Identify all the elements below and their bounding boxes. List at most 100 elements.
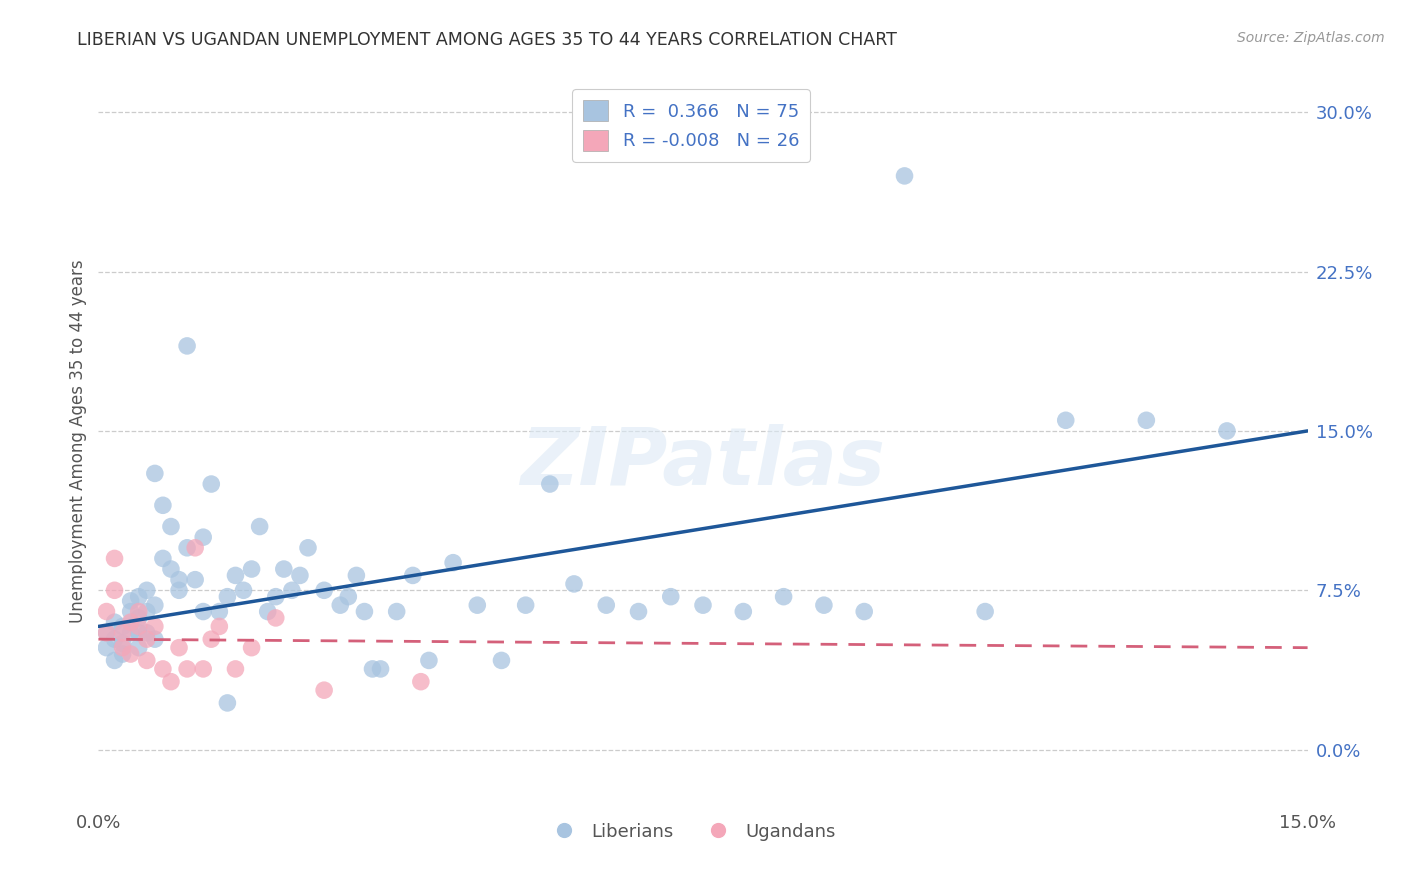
Point xyxy=(418,653,440,667)
Point xyxy=(595,598,617,612)
Point xyxy=(733,605,755,619)
Point xyxy=(1216,424,1239,438)
Point xyxy=(111,619,134,633)
Point xyxy=(184,573,207,587)
Legend: Liberians, Ugandans: Liberians, Ugandans xyxy=(538,815,844,848)
Point xyxy=(143,598,166,612)
Point xyxy=(176,662,198,676)
Point xyxy=(120,625,142,640)
Point xyxy=(103,632,125,647)
Point xyxy=(491,653,513,667)
Point xyxy=(813,598,835,612)
Point xyxy=(515,598,537,612)
Point xyxy=(224,568,246,582)
Point xyxy=(217,696,239,710)
Point xyxy=(200,632,222,647)
Point xyxy=(264,590,287,604)
Point xyxy=(143,619,166,633)
Point xyxy=(111,625,134,640)
Point xyxy=(143,632,166,647)
Point xyxy=(135,632,157,647)
Point xyxy=(361,662,384,676)
Point xyxy=(370,662,392,676)
Point xyxy=(128,605,150,619)
Point xyxy=(224,662,246,676)
Point xyxy=(120,594,142,608)
Point xyxy=(135,653,157,667)
Point xyxy=(96,605,118,619)
Point xyxy=(353,605,375,619)
Point xyxy=(128,611,150,625)
Point xyxy=(264,611,287,625)
Point xyxy=(111,647,134,661)
Point xyxy=(152,662,174,676)
Text: ZIPatlas: ZIPatlas xyxy=(520,425,886,502)
Y-axis label: Unemployment Among Ages 35 to 44 years: Unemployment Among Ages 35 to 44 years xyxy=(69,260,87,624)
Point xyxy=(128,640,150,655)
Point xyxy=(96,625,118,640)
Point xyxy=(193,662,215,676)
Point xyxy=(208,605,231,619)
Point xyxy=(193,605,215,619)
Point xyxy=(385,605,408,619)
Point xyxy=(193,530,215,544)
Point xyxy=(562,577,585,591)
Point xyxy=(337,590,360,604)
Point xyxy=(441,556,464,570)
Point xyxy=(120,605,142,619)
Point xyxy=(167,640,190,655)
Point xyxy=(465,598,488,612)
Point xyxy=(249,519,271,533)
Point xyxy=(217,590,239,604)
Point xyxy=(103,653,125,667)
Point xyxy=(692,598,714,612)
Point xyxy=(409,674,432,689)
Point xyxy=(402,568,425,582)
Point xyxy=(659,590,682,604)
Point xyxy=(232,583,254,598)
Text: Source: ZipAtlas.com: Source: ZipAtlas.com xyxy=(1237,31,1385,45)
Point xyxy=(120,647,142,661)
Point xyxy=(297,541,319,555)
Point xyxy=(128,625,150,640)
Point xyxy=(103,551,125,566)
Point xyxy=(111,636,134,650)
Point xyxy=(143,467,166,481)
Point xyxy=(152,498,174,512)
Point xyxy=(1135,413,1157,427)
Point xyxy=(160,674,183,689)
Point xyxy=(128,619,150,633)
Point xyxy=(627,605,650,619)
Point xyxy=(1054,413,1077,427)
Point xyxy=(538,477,561,491)
Point xyxy=(152,551,174,566)
Point xyxy=(160,562,183,576)
Point xyxy=(96,625,118,640)
Point xyxy=(974,605,997,619)
Point xyxy=(772,590,794,604)
Point xyxy=(135,605,157,619)
Point xyxy=(208,619,231,633)
Point xyxy=(128,590,150,604)
Point xyxy=(176,339,198,353)
Point xyxy=(240,562,263,576)
Point xyxy=(167,573,190,587)
Point xyxy=(256,605,278,619)
Point xyxy=(344,568,367,582)
Point xyxy=(200,477,222,491)
Point xyxy=(120,615,142,630)
Point xyxy=(329,598,352,612)
Point xyxy=(281,583,304,598)
Point xyxy=(167,583,190,598)
Point xyxy=(273,562,295,576)
Point xyxy=(314,683,336,698)
Point xyxy=(103,615,125,630)
Point xyxy=(240,640,263,655)
Point xyxy=(288,568,311,582)
Point xyxy=(314,583,336,598)
Text: LIBERIAN VS UGANDAN UNEMPLOYMENT AMONG AGES 35 TO 44 YEARS CORRELATION CHART: LIBERIAN VS UGANDAN UNEMPLOYMENT AMONG A… xyxy=(77,31,897,49)
Point xyxy=(96,640,118,655)
Point xyxy=(160,519,183,533)
Point xyxy=(853,605,876,619)
Point xyxy=(103,583,125,598)
